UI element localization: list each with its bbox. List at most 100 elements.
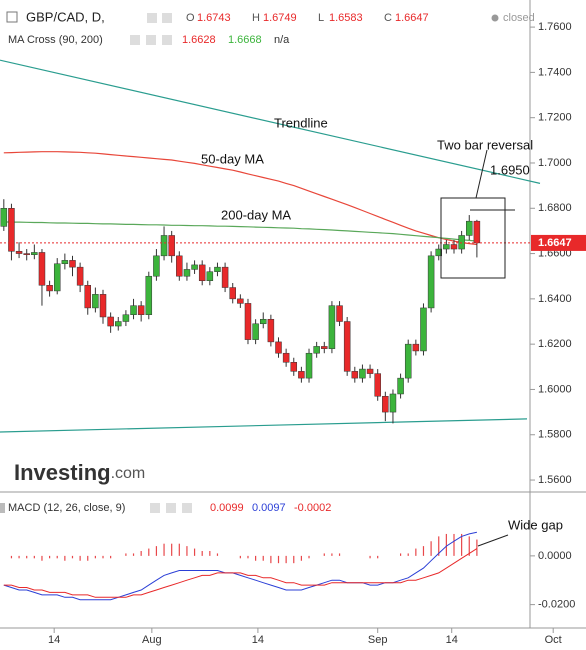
y-tick-label: 1.5600 (538, 474, 572, 486)
logo-text: Investing (14, 460, 111, 485)
candle-body (397, 377, 404, 395)
annotation: Wide gap (508, 517, 563, 532)
candle-body (191, 264, 198, 270)
collapse-icon[interactable] (6, 11, 18, 23)
candle-body (229, 287, 236, 300)
y-tick-label: 1.6400 (538, 293, 572, 305)
candle-body (382, 395, 389, 413)
ohlc-label: H (252, 12, 260, 24)
candle-body (282, 352, 290, 363)
candle-body (359, 368, 366, 379)
ohlc-value: 1.6583 (329, 12, 363, 24)
annotation: 1.6950 (490, 162, 530, 177)
candle-body (53, 263, 61, 292)
candle-body (328, 305, 336, 349)
candle-body (160, 235, 168, 257)
candle-body (313, 346, 320, 354)
x-tick-label: Oct (545, 634, 562, 646)
candle-body (412, 343, 420, 352)
last-price-box (531, 234, 586, 251)
macd-line (3, 531, 478, 601)
ma-label: 50-day MA (201, 151, 264, 166)
candle-body (290, 362, 298, 372)
trendline-label: Trendline (274, 115, 328, 130)
y-tick-label: 1.7200 (538, 112, 572, 124)
logo-suffix: .com (111, 465, 146, 482)
candle-body (107, 316, 114, 327)
macd-line (3, 548, 478, 598)
indicator-hide[interactable] (166, 503, 176, 513)
symbol: GBP/CAD, D, (26, 9, 105, 24)
candle-body (244, 303, 252, 340)
candle-body (198, 264, 206, 281)
logo: Investing.com (14, 460, 145, 485)
candle-body (153, 255, 160, 277)
indicator-value: 1.6668 (228, 34, 262, 46)
x-tick-label: Sep (368, 634, 388, 646)
candle-body (466, 220, 473, 236)
indicator-settings[interactable] (130, 35, 140, 45)
ohlc-value: 1.6647 (395, 12, 429, 24)
ohlc-value: 1.6749 (263, 12, 297, 24)
candle-body (0, 208, 8, 227)
candle-body (443, 244, 450, 250)
candle-body (458, 235, 465, 250)
y-tick-label: 1.5800 (538, 429, 572, 441)
y-tick-label: 1.6200 (538, 338, 572, 350)
annotation-pointer (475, 149, 488, 199)
candle-body (176, 255, 183, 277)
trendline (0, 59, 541, 184)
candle-body (92, 294, 99, 309)
candle-body (259, 318, 267, 325)
annotation-pointer (477, 534, 509, 547)
macd-value: -0.0002 (294, 502, 331, 514)
candle-body (168, 235, 175, 257)
moving-average (3, 221, 477, 242)
macd-value: 0.0097 (252, 502, 286, 514)
x-tick-label: 14 (48, 634, 60, 646)
candle-body (252, 323, 259, 340)
ma-label: 200-day MA (221, 207, 291, 222)
trendline (0, 418, 528, 433)
candle-body (351, 371, 359, 379)
status-dot (491, 14, 499, 22)
ohlc-label: L (318, 12, 324, 24)
candle-body (8, 208, 15, 252)
candle-body (221, 266, 229, 288)
plot-area (0, 59, 541, 601)
candle-body (122, 314, 130, 322)
header-icons[interactable] (147, 13, 172, 23)
candle-body (69, 260, 76, 268)
candle-body (389, 393, 397, 413)
indicator-hide[interactable] (146, 35, 156, 45)
indicator-close[interactable] (162, 35, 172, 45)
y-tick-label: -0.0200 (538, 599, 575, 611)
candle-body (115, 321, 122, 327)
ohlc-value: 1.6743 (197, 12, 231, 24)
eye-icon[interactable] (162, 13, 172, 23)
candle-body (450, 244, 458, 250)
candle-body (137, 305, 145, 315)
x-tick-label: 14 (252, 634, 264, 646)
candle-body (15, 251, 23, 254)
ohlc-readout: O 1.6743 H 1.6749 L 1.6583 C 1.6647 (186, 12, 429, 24)
annotation: Two bar reversal (437, 137, 533, 152)
candle-body (23, 253, 30, 255)
candle-body (275, 341, 282, 354)
collapse-icon[interactable] (0, 503, 5, 513)
candle-body (305, 352, 313, 379)
indicator-value: 1.6628 (182, 34, 216, 46)
x-tick-label: 14 (446, 634, 458, 646)
indicator-value: n/a (274, 34, 290, 46)
indicator-close[interactable] (182, 503, 192, 513)
indicator-settings[interactable] (150, 503, 160, 513)
candle-body (46, 285, 53, 292)
y-tick-label: 1.7400 (538, 66, 572, 78)
settings-icon[interactable] (147, 13, 157, 23)
candle-body (183, 269, 191, 277)
candle-body (130, 305, 137, 315)
y-tick-label: 1.7000 (538, 157, 572, 169)
y-tick-label: 1.7600 (538, 21, 572, 33)
candle-body (321, 346, 328, 349)
